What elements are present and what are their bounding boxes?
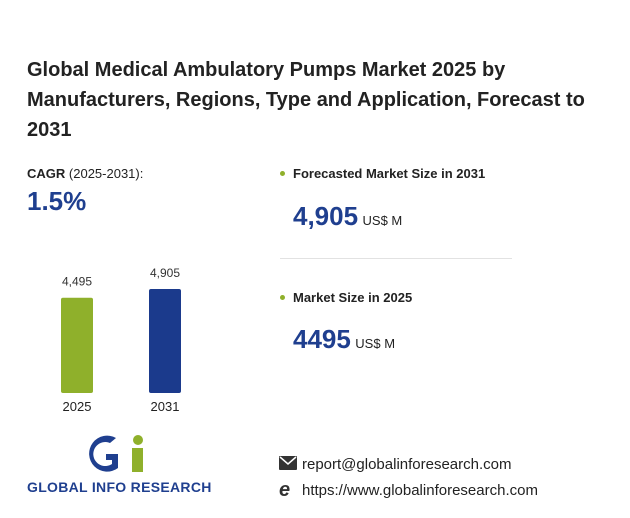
forecast-label: Forecasted Market Size in 2031 [293, 166, 486, 181]
email[interactable]: report@globalinforesearch.com [302, 456, 512, 473]
separator [280, 258, 512, 259]
cagr-period: (2025-2031): [68, 166, 144, 181]
current-value: 4495 [293, 324, 351, 354]
x-tick-label: 2025 [63, 399, 92, 414]
email-icon [279, 456, 297, 470]
logo-mark [89, 435, 143, 472]
bar-chart: 4,495 2025 4,905 2031 [61, 266, 181, 414]
cagr-heading: CAGR (2025-2031): [27, 166, 143, 181]
bullet [280, 295, 285, 300]
cagr-label: CAGR [27, 166, 66, 181]
value-label: 4,905 [150, 266, 180, 280]
current-unit: US$ M [355, 336, 396, 351]
forecast-unit: US$ M [362, 213, 403, 228]
forecast-value: 4,905 [293, 201, 359, 231]
bar [149, 289, 181, 393]
website[interactable]: https://www.globalinforesearch.com [302, 482, 538, 499]
x-tick-label: 2031 [151, 399, 180, 414]
value-label: 4,495 [62, 275, 92, 289]
cagr-value: 1.5% [27, 186, 87, 216]
current-label: Market Size in 2025 [293, 290, 413, 305]
logo-text: GLOBAL INFO RESEARCH [27, 479, 212, 495]
bar [61, 297, 93, 393]
bullet [280, 171, 285, 176]
web-icon: e [279, 479, 291, 501]
forecast-figure: 4,905 US$ M [293, 201, 402, 232]
title: Global Medical Ambulatory Pumps Market 2… [27, 59, 585, 141]
current-figure: 4495 US$ M [293, 324, 395, 355]
